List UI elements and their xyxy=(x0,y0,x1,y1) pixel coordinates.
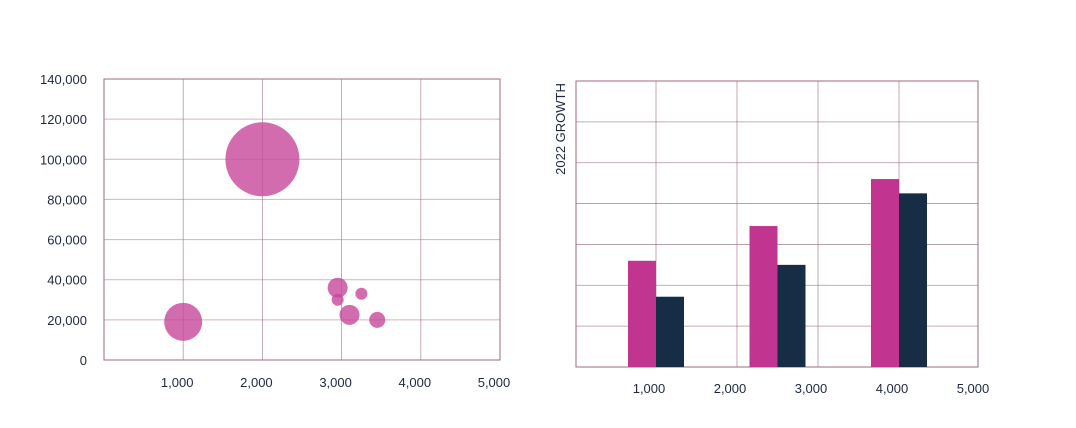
scatter-y-tick-label: 40,000 xyxy=(47,273,87,288)
scatter-bubble xyxy=(331,293,344,306)
bar-chart: 1,000 2,000 3,000 4,000 5,000 2022 GROWTH xyxy=(553,80,990,396)
scatter-y-tick-label: 0 xyxy=(80,353,87,368)
bar-series-1 xyxy=(749,226,778,367)
bar-series-2 xyxy=(656,296,684,367)
bar-x-tick-label: 1,000 xyxy=(633,381,666,396)
scatter-bubble xyxy=(355,287,368,300)
bar-x-tick-label: 4,000 xyxy=(876,381,909,396)
scatter-bubble xyxy=(369,311,386,328)
scatter-plot-frame xyxy=(103,78,501,361)
scatter-x-tick-label: 2,000 xyxy=(240,375,273,390)
bar-series-2 xyxy=(899,193,927,367)
scatter-x-tick-label: 5,000 xyxy=(478,375,511,390)
scatter-y-tick-label: 20,000 xyxy=(47,313,87,328)
scatter-bubble xyxy=(327,277,348,298)
scatter-y-tick-label: 80,000 xyxy=(47,192,87,207)
bar-x-tick-label: 5,000 xyxy=(957,381,990,396)
scatter-bubble xyxy=(339,304,360,325)
bar-series-1 xyxy=(871,179,899,367)
scatter-bubble xyxy=(164,302,203,341)
scatter-bubble xyxy=(225,122,300,197)
scatter-y-tick-label: 140,000 xyxy=(40,72,87,87)
scatter-x-tick-label: 1,000 xyxy=(161,375,194,390)
bar-y-axis-title: 2022 GROWTH xyxy=(553,83,568,175)
scatter-x-tick-label: 3,000 xyxy=(319,375,352,390)
bubble-chart: 0 20,000 40,000 60,000 80,000 100,000 120,000 1… xyxy=(40,72,510,390)
scatter-x-tick-label: 4,000 xyxy=(399,375,432,390)
scatter-y-tick-label: 60,000 xyxy=(47,233,87,248)
bar-series-1 xyxy=(628,260,656,367)
bar-series-2 xyxy=(777,264,806,367)
scatter-y-tick-label: 120,000 xyxy=(40,112,87,127)
bar-x-tick-label: 3,000 xyxy=(795,381,828,396)
bar-x-tick-label: 2,000 xyxy=(714,381,747,396)
scatter-y-tick-label: 100,000 xyxy=(40,152,87,167)
